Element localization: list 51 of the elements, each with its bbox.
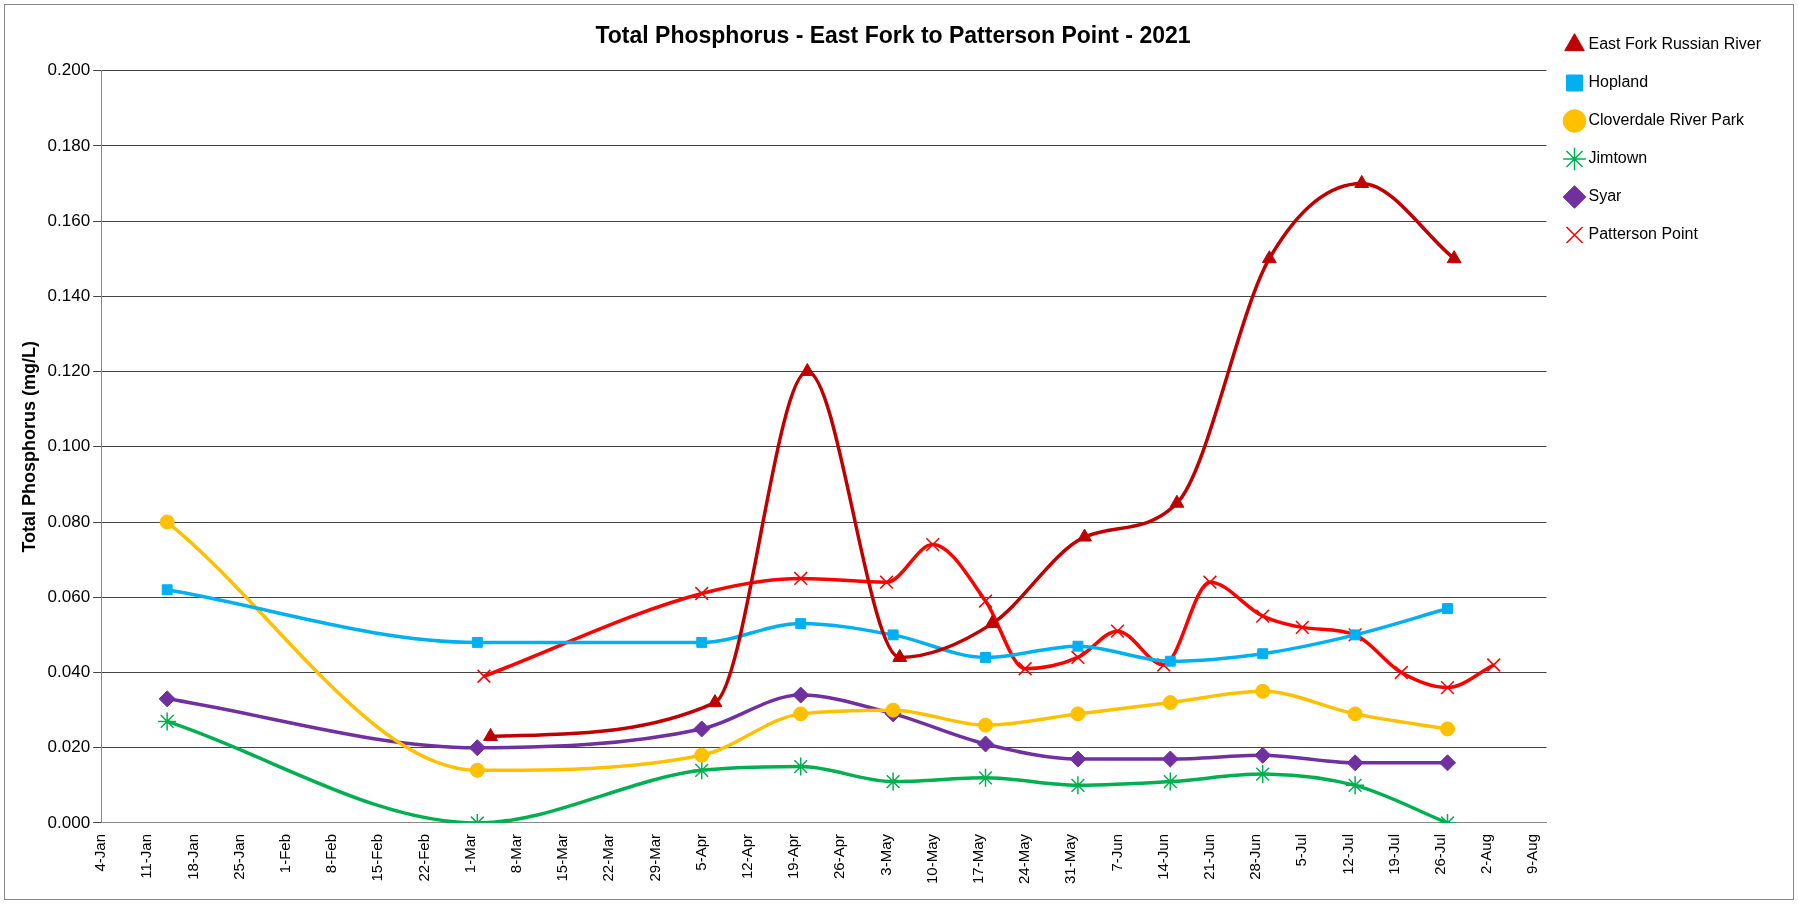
y-tick-label: 0.200 — [47, 60, 91, 80]
x-tick-label: 31-May — [1061, 833, 1079, 885]
x-tick-label: 8-Feb — [322, 833, 340, 874]
y-axis-title: Total Phosphorus (mg/L) — [18, 340, 39, 553]
x-tick-label: 10-May — [922, 833, 940, 885]
x-tick-label: 21-Jun — [1200, 833, 1218, 880]
x-tick-label: 7-Jun — [1107, 833, 1125, 872]
legend-label: Syar — [1588, 187, 1623, 205]
y-tick-label: 0.140 — [47, 286, 91, 305]
x-tick-label: 9-Aug — [1523, 833, 1541, 875]
x-tick-label: 15-Mar — [553, 833, 571, 882]
x-tick-label: 4-Jan — [91, 833, 109, 872]
y-tick-label: 0.100 — [47, 436, 91, 456]
x-tick-label: 5-Jul — [1292, 833, 1310, 867]
x-tick-label: 1-Feb — [276, 833, 294, 874]
x-tick-label: 22-Feb — [414, 833, 432, 882]
x-tick-label: 15-Feb — [368, 833, 386, 882]
x-tick-label: 12-Jul — [1338, 833, 1356, 875]
y-tick-label: 0.020 — [47, 737, 91, 757]
legend-label: Cloverdale River Park — [1588, 111, 1746, 129]
x-tick-label: 26-Jul — [1431, 833, 1449, 875]
x-tick-label: 12-Apr — [738, 833, 756, 880]
legend-label: Jimtown — [1588, 149, 1648, 167]
y-tick-label: 0.160 — [47, 210, 91, 230]
y-tick-label: 0.060 — [47, 586, 91, 606]
x-tick-label: 28-Jun — [1246, 833, 1264, 880]
legend-label: East Fork Russian River — [1588, 35, 1762, 53]
chart-title: Total Phosphorus - East Fork to Patterson Point - 2021 — [595, 22, 1191, 49]
x-tick-label: 24-May — [1015, 833, 1033, 885]
y-tick-label: 0.180 — [47, 135, 91, 155]
x-tick-label: 3-May — [876, 833, 894, 876]
legend-label: Hopland — [1588, 73, 1649, 91]
x-tick-label: 8-Mar — [507, 833, 525, 874]
x-tick-label: 18-Jan — [183, 833, 201, 880]
x-tick-label: 26-Apr — [830, 833, 848, 880]
y-tick-label: 0.080 — [47, 511, 91, 531]
x-tick-label: 22-Mar — [599, 833, 617, 882]
x-tick-label: 5-Apr — [691, 833, 709, 871]
x-tick-label: 19-Jul — [1384, 833, 1402, 875]
y-tick-label: 0.000 — [47, 812, 91, 832]
x-tick-label: 14-Jun — [1153, 833, 1171, 880]
y-tick-label: 0.040 — [47, 662, 91, 682]
x-tick-label: 1-Mar — [460, 833, 478, 874]
x-tick-label: 29-Mar — [645, 833, 663, 882]
y-tick-label: 0.120 — [47, 361, 91, 381]
legend-label: Patterson Point — [1588, 225, 1699, 243]
x-tick-label: 11-Jan — [137, 833, 155, 879]
x-tick-label: 17-May — [969, 833, 987, 885]
x-tick-label: 2-Aug — [1477, 833, 1495, 875]
x-tick-label: 19-Apr — [784, 833, 802, 880]
x-tick-label: 25-Jan — [229, 833, 247, 880]
